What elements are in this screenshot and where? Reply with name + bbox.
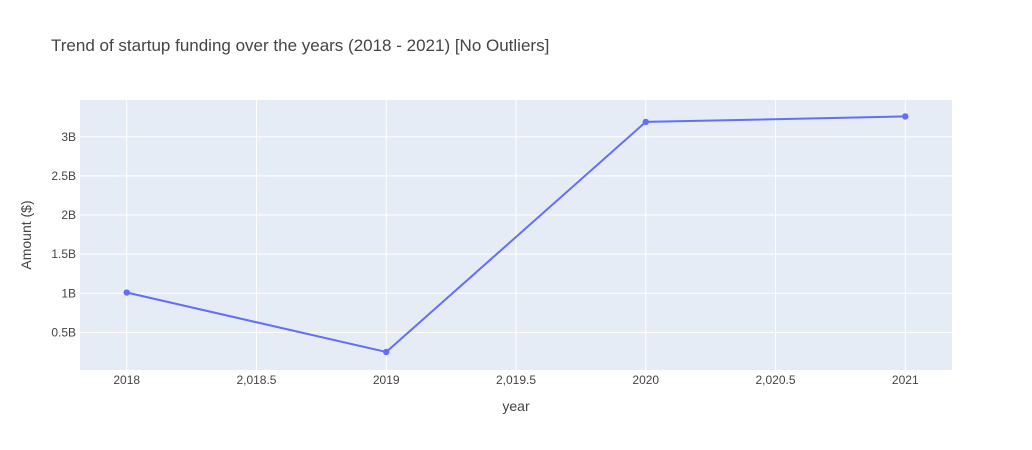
y-tick-label-2: 1.5B: [51, 247, 76, 261]
y-axis-ticks: 0.5B 1B 1.5B 2B 2.5B 3B: [51, 130, 76, 340]
data-point-2019[interactable]: [383, 348, 390, 356]
x-tick-label-1: 2,018.5: [236, 373, 276, 387]
y-tick-label-3: 2B: [61, 208, 76, 222]
x-tick-label-2: 2019: [373, 373, 400, 387]
x-tick-label-0: 2018: [113, 373, 140, 387]
data-point-2020[interactable]: [642, 118, 649, 126]
y-tick-label-4: 2.5B: [51, 169, 76, 183]
y-axis-title: Amount ($): [18, 200, 34, 269]
data-point-2018[interactable]: [123, 289, 130, 296]
chart-title: Trend of startup funding over the years …: [51, 36, 549, 55]
x-axis-ticks: 2018 2,018.5 2019 2,019.5 2020 2,020.5 2021: [113, 373, 919, 387]
x-tick-label-3: 2,019.5: [496, 373, 536, 387]
x-tick-label-6: 2021: [892, 373, 919, 387]
y-tick-label-0: 0.5B: [51, 325, 76, 339]
data-point-2021[interactable]: [902, 113, 909, 120]
x-axis-title: year: [502, 398, 530, 414]
series-line-0: [125, 115, 907, 353]
x-tick-label-5: 2,020.5: [756, 373, 796, 387]
y-tick-label-1: 1B: [61, 286, 76, 300]
grid-lines: [80, 100, 952, 370]
y-tick-label-5: 3B: [61, 130, 76, 144]
series-layer: [123, 113, 909, 356]
x-tick-label-4: 2020: [632, 373, 659, 387]
